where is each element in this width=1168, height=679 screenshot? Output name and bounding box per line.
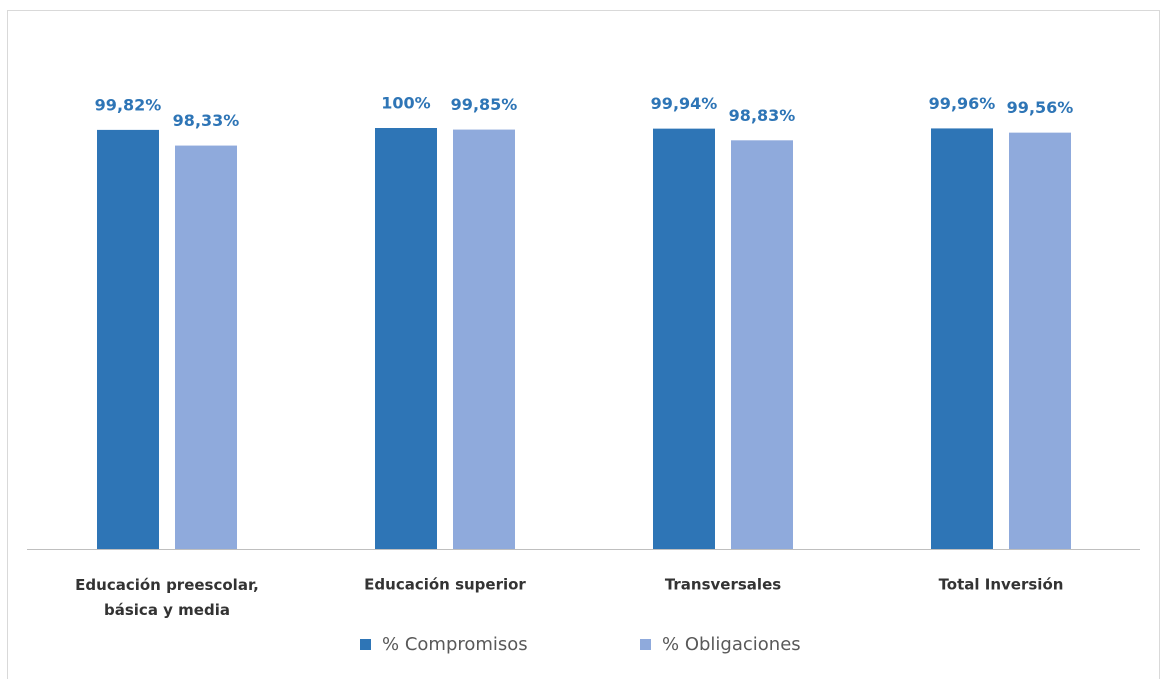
- data-label: 98,33%: [173, 111, 240, 130]
- x-tick-label: Transversales: [665, 576, 781, 594]
- legend-swatch: [640, 639, 651, 650]
- bar: [731, 140, 793, 549]
- legend-label: % Obligaciones: [662, 634, 801, 655]
- data-label: 99,94%: [651, 94, 718, 113]
- x-tick-label: Total Inversión: [939, 576, 1064, 594]
- bar: [1009, 132, 1071, 550]
- data-label: 98,83%: [729, 106, 796, 125]
- data-label: 99,96%: [929, 94, 996, 113]
- data-label: 100%: [381, 94, 430, 113]
- bar: [931, 128, 993, 549]
- x-tick-label: Educación superior: [364, 576, 526, 594]
- bar: [375, 128, 437, 549]
- chart-frame: [7, 10, 1160, 679]
- data-label: 99,82%: [95, 95, 162, 114]
- data-label: 99,85%: [451, 95, 518, 114]
- x-tick-label: Educación preescolar, básica y media: [75, 576, 259, 619]
- data-label: 99,56%: [1007, 98, 1074, 117]
- legend-swatch: [360, 639, 371, 650]
- legend-label: % Compromisos: [382, 634, 528, 655]
- bar: [653, 128, 715, 549]
- bar: [453, 129, 515, 550]
- bar: [97, 129, 159, 549]
- bar: [175, 145, 237, 549]
